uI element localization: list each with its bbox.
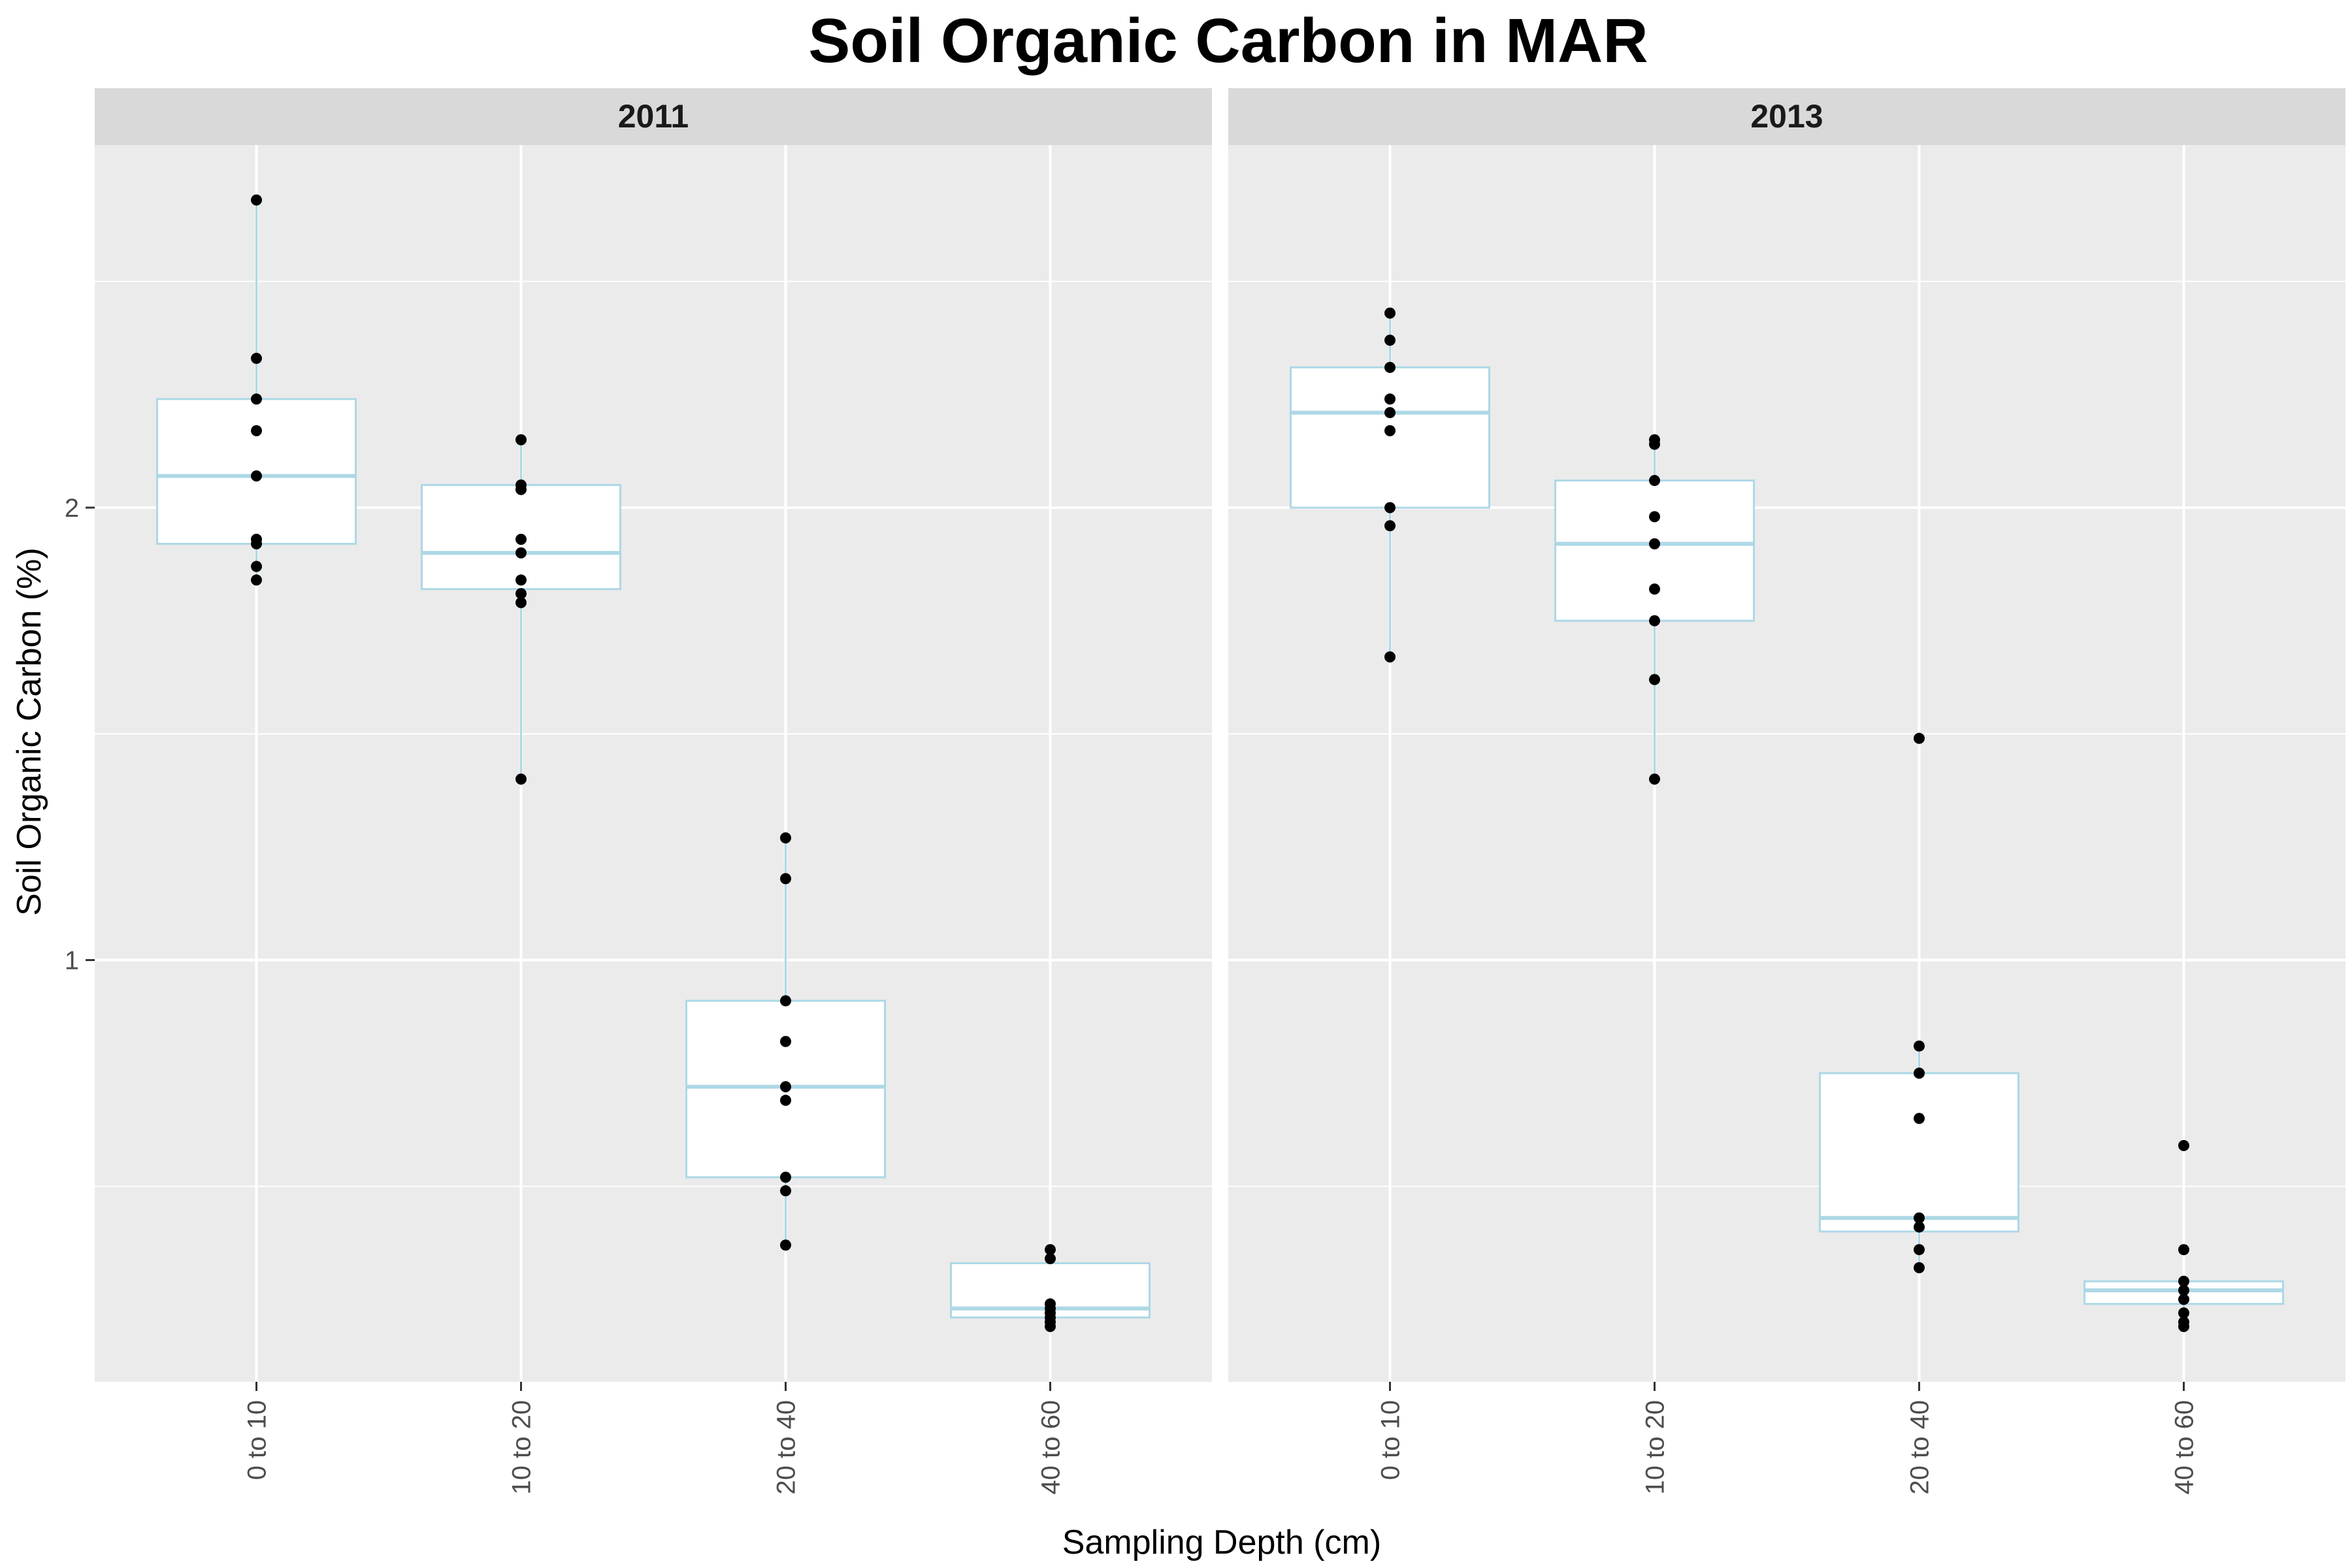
facet-strip	[95, 88, 1212, 145]
box-group	[1290, 313, 1490, 657]
data-point	[2178, 1139, 2189, 1151]
facet-label: 2011	[618, 98, 689, 135]
y-axis-title: Soil Organic Carbon (%)	[10, 547, 48, 916]
facet-label: 2013	[1750, 98, 1823, 135]
data-point	[1045, 1253, 1056, 1265]
data-point	[1649, 511, 1660, 523]
data-point	[515, 574, 527, 586]
data-point	[2178, 1275, 2189, 1287]
data-point	[515, 547, 527, 559]
x-tick-label: 40 to 60	[2170, 1400, 2199, 1495]
data-point	[1045, 1244, 1056, 1256]
data-point	[1384, 393, 1396, 405]
data-point	[1045, 1320, 1056, 1332]
data-point	[1649, 538, 1660, 549]
data-point	[251, 425, 262, 436]
data-point	[515, 596, 527, 608]
data-point	[780, 1081, 791, 1092]
data-point	[251, 352, 262, 364]
x-tick-label: 10 to 20	[508, 1400, 536, 1495]
data-point	[251, 561, 262, 572]
data-point	[1649, 438, 1660, 450]
box-rect	[1554, 479, 1755, 622]
plot-layer: 2011 0 to 10 10 to 20 20 to 40 40 to 60 2013 0…	[65, 88, 2345, 1495]
data-point	[780, 832, 791, 844]
data-point	[1649, 583, 1660, 595]
data-point	[515, 774, 527, 785]
data-point	[2178, 1320, 2189, 1332]
y-tick-label: 2	[65, 494, 79, 523]
chart-title: Soil Organic Carbon in MAR	[808, 6, 1648, 76]
x-tick-label: 20 to 40	[772, 1400, 801, 1495]
data-point	[515, 483, 527, 495]
data-point	[515, 533, 527, 545]
data-point	[2178, 1294, 2189, 1305]
data-point	[1914, 1113, 1925, 1124]
data-point	[780, 873, 791, 885]
data-point	[780, 995, 791, 1007]
data-point	[1914, 1040, 1925, 1052]
box-group	[1554, 440, 1755, 779]
x-tick-label: 0 to 10	[1377, 1400, 1405, 1480]
data-point	[2178, 1284, 2189, 1296]
data-point	[1914, 1212, 1925, 1224]
y-tick-label: 1	[65, 947, 79, 975]
x-tick-label: 10 to 20	[1641, 1400, 1670, 1495]
facet-strip	[1228, 88, 2345, 145]
box-group	[1819, 1046, 2019, 1268]
data-point	[780, 1094, 791, 1106]
data-point	[2178, 1307, 2189, 1319]
data-point	[251, 574, 262, 586]
data-point	[1384, 407, 1396, 419]
data-point	[251, 194, 262, 206]
box-rect	[1290, 366, 1490, 509]
data-point	[251, 393, 262, 405]
data-point	[1914, 1068, 1925, 1079]
x-tick-label: 20 to 40	[1906, 1400, 1935, 1495]
data-point	[515, 434, 527, 446]
data-point	[1649, 674, 1660, 685]
data-point	[1649, 474, 1660, 486]
data-point	[1384, 425, 1396, 436]
data-point	[780, 1185, 791, 1197]
data-point	[2178, 1244, 2189, 1256]
data-point	[780, 1171, 791, 1183]
data-point	[1384, 520, 1396, 532]
data-point	[1384, 502, 1396, 514]
data-point	[1914, 1244, 1925, 1256]
x-axis-title: Sampling Depth (cm)	[1062, 1524, 1381, 1561]
data-point	[251, 470, 262, 482]
box-rect	[1819, 1072, 2019, 1233]
data-point	[1649, 774, 1660, 785]
data-point	[1914, 732, 1925, 744]
data-point	[1649, 615, 1660, 627]
data-point	[251, 538, 262, 549]
panel-background	[95, 145, 1212, 1382]
data-point	[1384, 335, 1396, 346]
x-tick-label: 40 to 60	[1037, 1400, 1066, 1495]
data-point	[780, 1036, 791, 1047]
data-point	[1914, 1221, 1925, 1233]
data-point	[780, 1239, 791, 1251]
data-point	[1384, 361, 1396, 373]
data-point	[1384, 651, 1396, 663]
data-point	[515, 588, 527, 600]
box-group	[421, 440, 621, 779]
data-point	[1914, 1262, 1925, 1273]
data-point	[1384, 307, 1396, 319]
x-tick-label: 0 to 10	[243, 1400, 272, 1480]
panel-background	[1228, 145, 2345, 1382]
